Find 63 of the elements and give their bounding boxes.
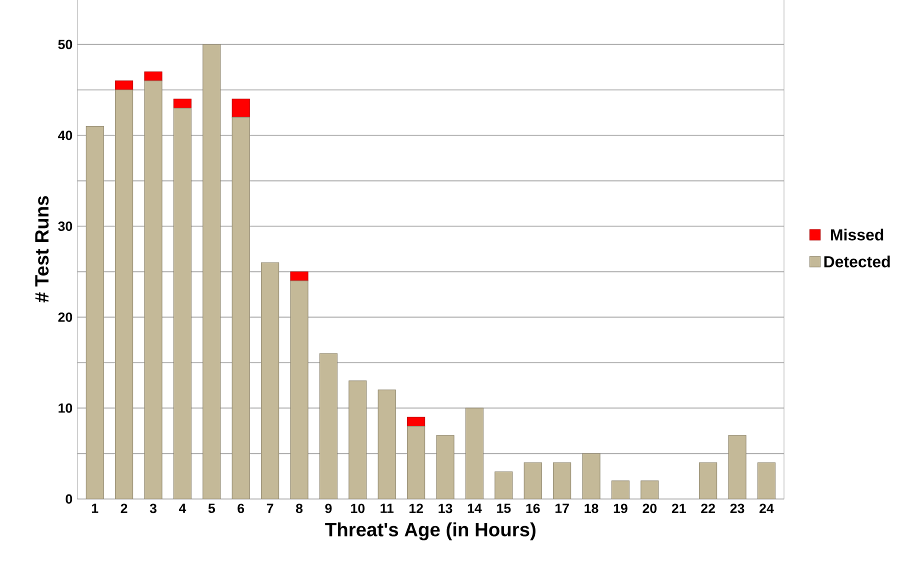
bar <box>640 480 659 499</box>
bar <box>173 108 192 499</box>
bar <box>728 435 746 499</box>
bar <box>115 90 134 499</box>
bar <box>436 435 454 499</box>
x-tick-label: 2 <box>120 504 128 514</box>
x-tick-label: 10 <box>351 504 365 514</box>
x-tick-label: 20 <box>642 504 657 514</box>
bar <box>144 80 162 499</box>
bar <box>611 480 630 499</box>
x-tick-label: 21 <box>672 504 686 514</box>
x-tick-label: 1 <box>92 504 98 513</box>
x-tick-label: 12 <box>409 504 423 514</box>
x-tick-label: 17 <box>555 504 569 513</box>
x-tick-label: 11 <box>380 504 394 513</box>
bar <box>757 462 776 499</box>
bar <box>173 98 192 108</box>
legend-label: Missed <box>831 228 884 240</box>
x-tick-label: 15 <box>497 504 511 513</box>
bar <box>524 462 542 499</box>
bar <box>290 280 308 499</box>
bar <box>202 44 221 499</box>
x-tick-label: 5 <box>208 504 216 513</box>
bar <box>319 353 338 499</box>
bar <box>115 80 134 90</box>
y-tick-label: 10 <box>58 403 72 413</box>
y-tick-label: 0 <box>66 494 72 504</box>
y-tick-label: 40 <box>58 130 72 140</box>
x-tick-label: 6 <box>238 504 244 514</box>
x-tick-label: 13 <box>438 504 452 514</box>
bar <box>553 462 572 499</box>
bar <box>582 453 600 499</box>
x-tick-label: 9 <box>325 504 332 514</box>
x-tick-label: 24 <box>760 504 774 514</box>
x-tick-label: 3 <box>150 504 156 514</box>
bar <box>290 271 308 282</box>
bar <box>86 126 104 499</box>
x-tick-label: 14 <box>468 504 482 513</box>
bar <box>407 426 426 499</box>
x-tick-label: 19 <box>614 504 628 514</box>
x-axis-title: Threat's Age (in Hours) <box>325 522 536 540</box>
y-tick-label: 50 <box>58 40 72 50</box>
bar <box>348 380 367 499</box>
bar <box>465 408 484 499</box>
bar <box>232 98 250 118</box>
bar <box>407 416 426 427</box>
y-axis-title: # Test Runs <box>35 196 49 302</box>
x-tick-label: 23 <box>730 504 744 514</box>
x-tick-label: 7 <box>266 504 274 513</box>
y-tick-label: 30 <box>58 222 72 231</box>
x-tick-label: 22 <box>701 504 715 514</box>
x-tick-label: 4 <box>178 504 186 513</box>
bar <box>232 116 250 499</box>
bar <box>261 262 280 499</box>
x-tick-label: 16 <box>526 504 540 514</box>
bar <box>494 471 513 499</box>
x-tick-label: 8 <box>296 504 303 514</box>
x-tick-label: 18 <box>584 504 598 514</box>
bar <box>144 71 162 82</box>
bar <box>378 390 396 499</box>
legend-label: Detected <box>824 256 890 268</box>
y-tick-label: 20 <box>58 312 72 322</box>
bar <box>699 462 718 499</box>
